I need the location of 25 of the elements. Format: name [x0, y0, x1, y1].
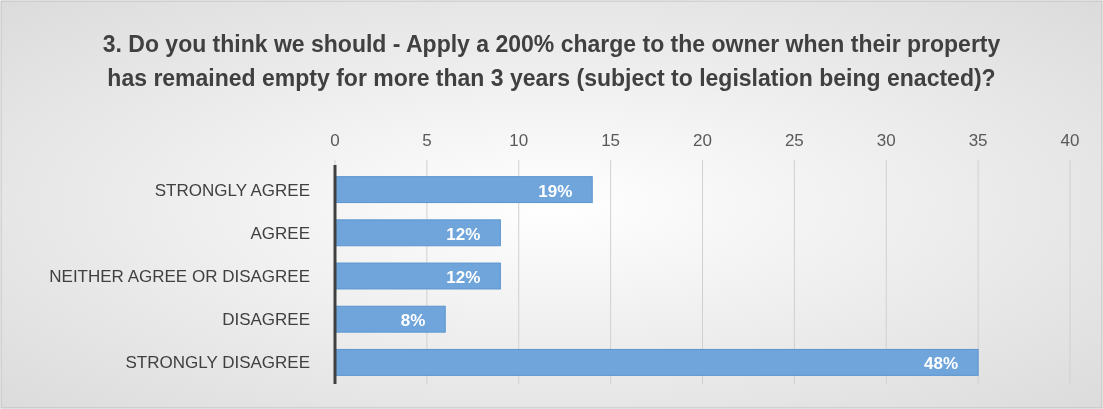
x-tick-label: 15	[601, 131, 621, 150]
annotation: 19%	[538, 181, 573, 201]
bar	[334, 219, 501, 247]
y-tick-label: NEITHER AGREE OR DISAGREE	[49, 267, 310, 286]
x-tick-label: 40	[1060, 131, 1080, 150]
x-tick-label: 10	[509, 131, 529, 150]
bar	[334, 348, 979, 376]
bar	[334, 262, 501, 290]
y-tick-label: STRONGLY DISAGREE	[125, 353, 310, 373]
annotation: 48%	[924, 354, 959, 374]
bar	[334, 176, 593, 204]
x-tick-label: 35	[968, 131, 988, 150]
chart-title: 3. Do you think we should - Apply a 200% charge to the owner when their property has remained empty for more than 3 years (subject to legislation being enacted)?	[102, 31, 1001, 91]
annotation: 8%	[400, 311, 426, 331]
y-tick-label: STRONGLY AGREE	[154, 180, 310, 200]
y-tick-label: AGREE	[250, 223, 310, 243]
annotation: 12%	[446, 224, 481, 244]
y-tick-label: DISAGREE	[222, 310, 310, 330]
x-tick-label: 30	[876, 131, 896, 150]
x-tick-label: 0	[330, 131, 340, 150]
annotation: 12%	[446, 268, 481, 287]
x-tick-label: 20	[693, 131, 712, 150]
x-tick-label: 5	[422, 131, 432, 150]
bar	[334, 305, 446, 333]
x-tick-label: 25	[784, 131, 804, 150]
